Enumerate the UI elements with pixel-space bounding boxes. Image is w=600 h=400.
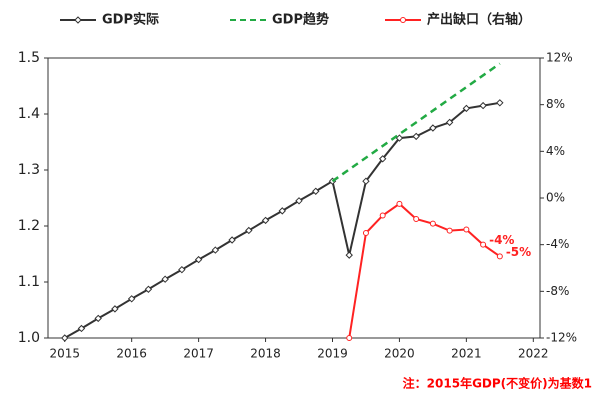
legend-label: GDP趋势 xyxy=(272,12,329,28)
x-tick-label: 2020 xyxy=(384,347,415,361)
y-tick-label: 1.1 xyxy=(18,274,40,290)
point xyxy=(378,155,387,163)
point xyxy=(379,212,386,219)
series-line xyxy=(348,202,501,339)
point xyxy=(245,226,253,235)
point xyxy=(77,324,86,333)
point xyxy=(429,124,437,132)
footnote: 注：2015年GDP(不变价)为基数1 xyxy=(403,376,592,391)
data-label: -4% xyxy=(489,233,514,247)
point xyxy=(480,241,487,248)
plot-frame xyxy=(47,57,541,339)
point xyxy=(61,334,69,342)
point xyxy=(261,216,270,225)
x-tick-label: 2018 xyxy=(250,347,281,361)
point xyxy=(144,285,153,293)
y-tick-label: 1.5 xyxy=(18,50,40,66)
y2-tick-label: 0% xyxy=(546,191,565,205)
point xyxy=(211,246,220,254)
point xyxy=(312,187,320,195)
point xyxy=(362,177,370,185)
point xyxy=(345,251,353,259)
point xyxy=(178,265,186,274)
point xyxy=(445,118,454,127)
point xyxy=(413,216,420,222)
point xyxy=(228,236,236,244)
series-line xyxy=(64,101,501,339)
point xyxy=(429,220,436,227)
x-tick-label: 2021 xyxy=(451,347,482,361)
y2-tick-label: -8% xyxy=(546,284,569,298)
y2-tick-label: 4% xyxy=(546,144,565,158)
data-label: -5% xyxy=(506,245,531,259)
series-line xyxy=(331,62,501,183)
point xyxy=(446,227,453,234)
point xyxy=(479,101,487,110)
legend-label: 产出缺口（右轴） xyxy=(427,12,531,28)
point xyxy=(346,335,353,341)
point xyxy=(396,200,403,207)
point xyxy=(161,275,169,283)
x-tick-label: 2017 xyxy=(183,347,214,361)
point xyxy=(295,197,303,205)
y-tick-label: 1.2 xyxy=(18,218,40,234)
legend-marker xyxy=(400,17,406,23)
point xyxy=(194,255,203,264)
x-tick-label: 2016 xyxy=(116,347,147,361)
y-tick-label: 1.3 xyxy=(18,162,40,178)
legend-marker xyxy=(74,16,82,24)
point xyxy=(94,314,102,323)
y2-tick-label: -12% xyxy=(546,331,577,345)
y-tick-label: 1.0 xyxy=(18,330,40,346)
legend-label: GDP实际 xyxy=(102,12,159,28)
point xyxy=(412,132,420,141)
y2-tick-label: -4% xyxy=(546,237,569,251)
point xyxy=(462,104,471,113)
x-tick-label: 2019 xyxy=(317,347,348,361)
x-tick-label: 2022 xyxy=(518,347,549,361)
y2-tick-label: 12% xyxy=(546,51,573,65)
point xyxy=(496,253,503,260)
y2-tick-label: 8% xyxy=(546,97,565,111)
point xyxy=(111,305,119,313)
point xyxy=(278,207,286,215)
x-tick-label: 2015 xyxy=(49,347,80,361)
point xyxy=(127,295,136,303)
point xyxy=(463,226,470,233)
y-tick-label: 1.4 xyxy=(18,106,40,122)
point xyxy=(496,99,504,107)
point xyxy=(362,230,369,236)
